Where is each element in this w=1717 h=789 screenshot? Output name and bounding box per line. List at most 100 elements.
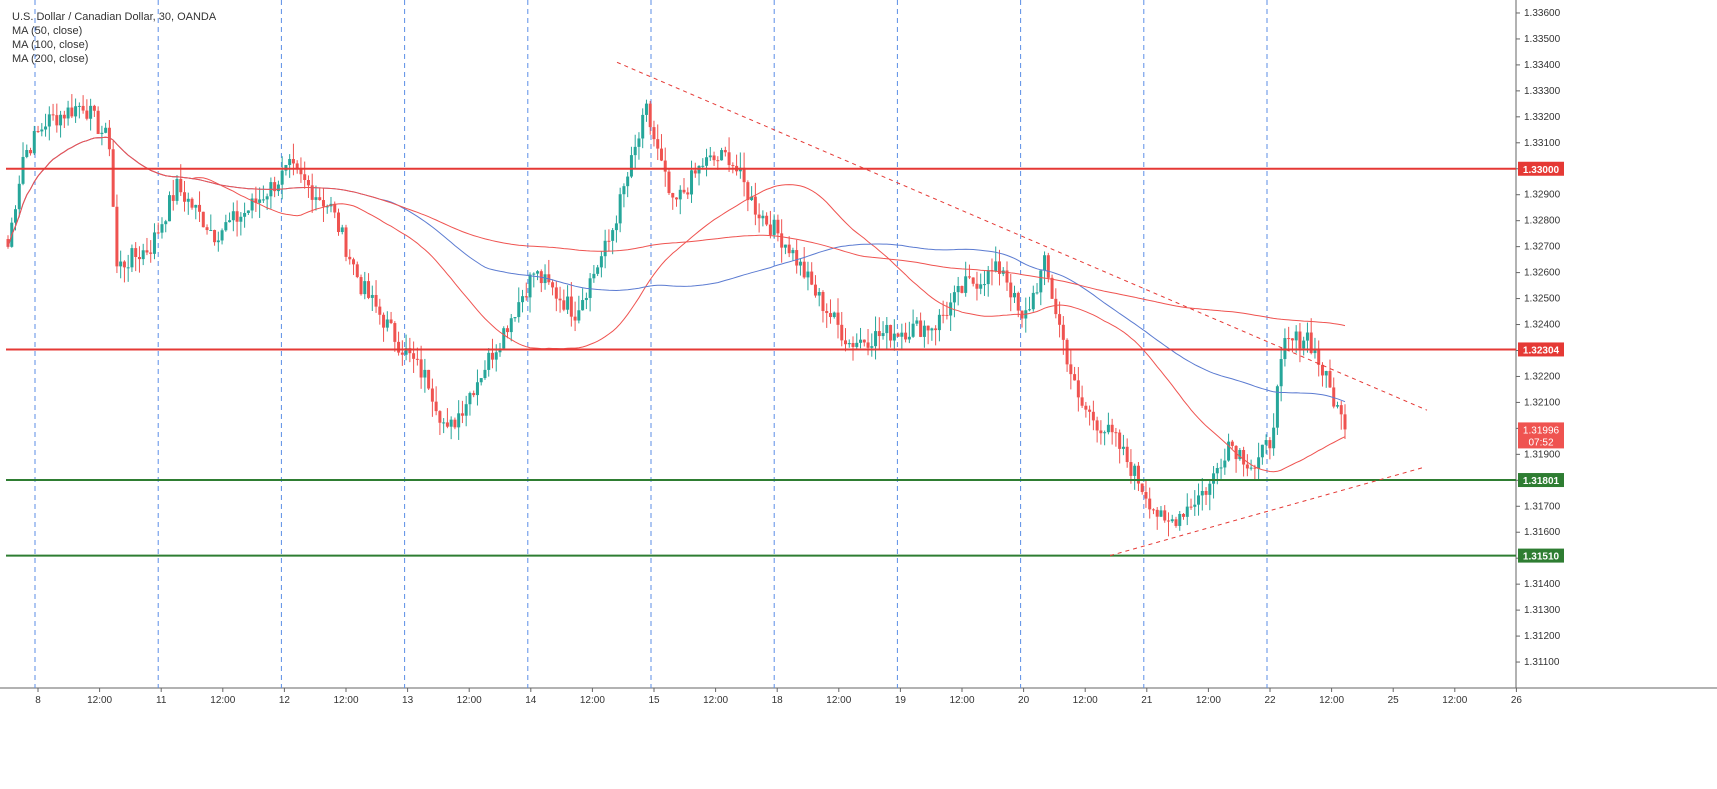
level-price-label: 1.31510 [1523, 552, 1560, 563]
candle-body [344, 227, 348, 257]
candle-body [727, 152, 731, 166]
candle-body [1148, 498, 1152, 510]
level-price-badge [1518, 342, 1564, 357]
candle-body [967, 276, 971, 278]
candle-body [1103, 432, 1107, 434]
y-tick-label: 1.32100 [1524, 397, 1561, 408]
candle-body [96, 110, 100, 134]
candle-body [1005, 270, 1009, 283]
candle-body [1073, 374, 1077, 381]
candle-body [119, 261, 123, 267]
indicator-ma50[interactable]: MA (50, close) [12, 25, 83, 37]
candle-body [870, 346, 874, 348]
candle-body [900, 332, 904, 337]
candle-body [1227, 441, 1231, 461]
candle-body [47, 114, 51, 127]
candle-body [44, 126, 48, 130]
candle-body [1332, 387, 1336, 407]
candle-body [926, 325, 930, 331]
x-tick-label: 19 [895, 695, 907, 706]
candle-body [1215, 468, 1219, 474]
candle-body [179, 178, 183, 193]
candle-body [629, 155, 633, 177]
candle-body [1268, 440, 1272, 449]
candle-body [1076, 380, 1080, 398]
x-tick-label: 8 [35, 695, 41, 706]
candle-body [592, 273, 596, 279]
candle-body [1208, 483, 1212, 495]
last-price-countdown: 07:52 [1528, 437, 1553, 448]
candle-body [438, 411, 442, 423]
candle-body [502, 328, 506, 349]
candle-body [708, 155, 712, 158]
candle-body [1305, 332, 1309, 341]
candle-body [603, 240, 607, 257]
candle-body [1339, 405, 1343, 415]
candle-body [1106, 424, 1110, 433]
x-tick-label: 15 [648, 695, 660, 706]
y-tick-label: 1.32500 [1524, 294, 1561, 305]
candle-body [198, 204, 202, 212]
ma200-line [7, 136, 1346, 327]
candle-body [663, 160, 667, 172]
candle-body [690, 170, 694, 195]
x-tick-label: 12:00 [87, 695, 112, 706]
candle-body [490, 352, 494, 360]
candle-body [397, 341, 401, 353]
candle-body [460, 413, 464, 416]
candle-body [55, 115, 59, 126]
indicator-ma200[interactable]: MA (200, close) [12, 53, 89, 65]
candle-body [115, 206, 119, 267]
x-tick-label: 22 [1264, 695, 1276, 706]
candle-body [1174, 519, 1178, 526]
candle-body [70, 107, 74, 117]
candle-body [258, 199, 262, 203]
candle-body [74, 106, 78, 117]
candle-body [705, 157, 709, 166]
candle-body [160, 224, 164, 233]
y-tick-label: 1.32800 [1524, 216, 1561, 227]
candle-body [415, 358, 419, 360]
candle-body [1335, 405, 1339, 407]
x-tick-label: 11 [156, 695, 167, 706]
candle-body [810, 271, 814, 285]
candle-body [1110, 424, 1114, 433]
candle-body [1197, 495, 1201, 505]
candle-body [303, 174, 307, 181]
candle-body [656, 139, 660, 149]
candle-body [137, 257, 141, 260]
candle-body [975, 283, 979, 289]
candle-body [404, 348, 408, 355]
candle-body [1275, 386, 1279, 428]
candle-body [517, 302, 521, 318]
candle-body [1118, 432, 1122, 449]
candle-body [29, 150, 33, 154]
candle-body [1140, 483, 1144, 493]
candle-body [750, 196, 754, 201]
y-tick-label: 1.33300 [1524, 86, 1561, 97]
level-price-label: 1.33000 [1523, 165, 1560, 176]
candle-body [408, 348, 412, 354]
candle-body [667, 171, 671, 194]
candle-body [832, 312, 836, 318]
candle-body [505, 328, 509, 333]
candle-body [14, 209, 18, 223]
candle-body [393, 323, 397, 342]
candle-body [265, 196, 269, 200]
candle-body [949, 302, 953, 316]
candle-body [536, 271, 540, 274]
candle-body [1099, 430, 1103, 434]
indicator-ma100[interactable]: MA (100, close) [12, 39, 89, 51]
candle-body [231, 211, 235, 221]
candle-body [385, 319, 389, 328]
candle-body [1178, 513, 1182, 526]
candle-body [780, 233, 784, 248]
candle-body [1080, 397, 1084, 406]
candle-body [787, 244, 791, 254]
candle-body [558, 298, 562, 301]
candle-body [622, 186, 626, 195]
candle-body [479, 378, 483, 383]
candle-body [190, 198, 194, 208]
